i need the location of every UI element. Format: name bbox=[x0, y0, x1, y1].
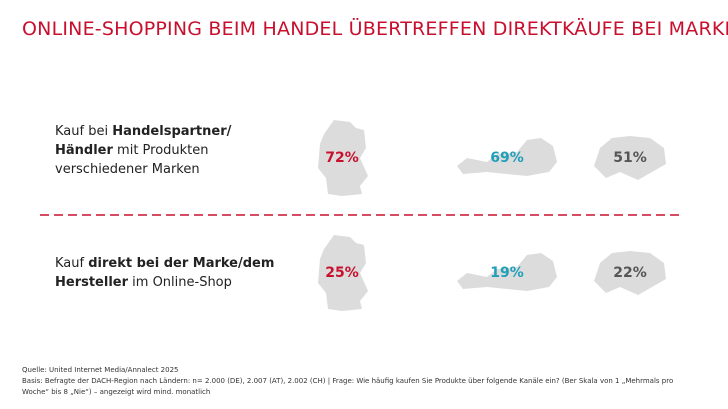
value: 22% bbox=[613, 265, 647, 281]
label-text: Kauf bbox=[55, 256, 89, 271]
label-text: Kauf bei bbox=[55, 124, 113, 139]
footer-line: Basis: Befragte der DACH-Region nach Län… bbox=[22, 377, 674, 385]
country-shape bbox=[318, 120, 368, 196]
label-text: direkt bei der Marke/dem bbox=[88, 256, 275, 271]
value: 25% bbox=[325, 265, 359, 281]
label-text: Händler bbox=[55, 143, 113, 158]
label-line: verschiedener Marken bbox=[55, 160, 231, 179]
label-text: Hersteller bbox=[55, 275, 129, 290]
value: 69% bbox=[490, 150, 524, 166]
label-line: Kauf bei Handelspartner/ bbox=[55, 122, 231, 141]
footer-line: Woche“ bis 8 „Nie“) – angezeigt wird min… bbox=[22, 388, 211, 396]
footer-line: Quelle: United Internet Media/Annalect 2… bbox=[22, 366, 179, 374]
value: 19% bbox=[490, 265, 524, 281]
title: ONLINE-SHOPPING BEIM HANDEL ÜBERTREFFEN … bbox=[22, 18, 728, 40]
row-label: Kauf direkt bei der Marke/dem Hersteller … bbox=[55, 254, 274, 292]
country-shape bbox=[594, 136, 666, 180]
label-text: verschiedener Marken bbox=[55, 162, 200, 177]
label-text: im Online-Shop bbox=[128, 275, 232, 290]
label-text: mit Produkten bbox=[112, 143, 209, 158]
label-line: Händler mit Produkten bbox=[55, 141, 231, 160]
country-shape bbox=[457, 253, 557, 291]
value: 51% bbox=[613, 150, 647, 166]
value: 72% bbox=[325, 150, 359, 166]
country-shape bbox=[318, 235, 368, 311]
row-label: Kauf bei Handelspartner/Händler mit Prod… bbox=[55, 122, 231, 179]
label-line: Kauf direkt bei der Marke/dem bbox=[55, 254, 274, 273]
country-shape bbox=[457, 138, 557, 176]
country-shape bbox=[594, 251, 666, 295]
label-line: Hersteller im Online-Shop bbox=[55, 273, 274, 292]
label-text: Handelspartner/ bbox=[112, 124, 232, 139]
